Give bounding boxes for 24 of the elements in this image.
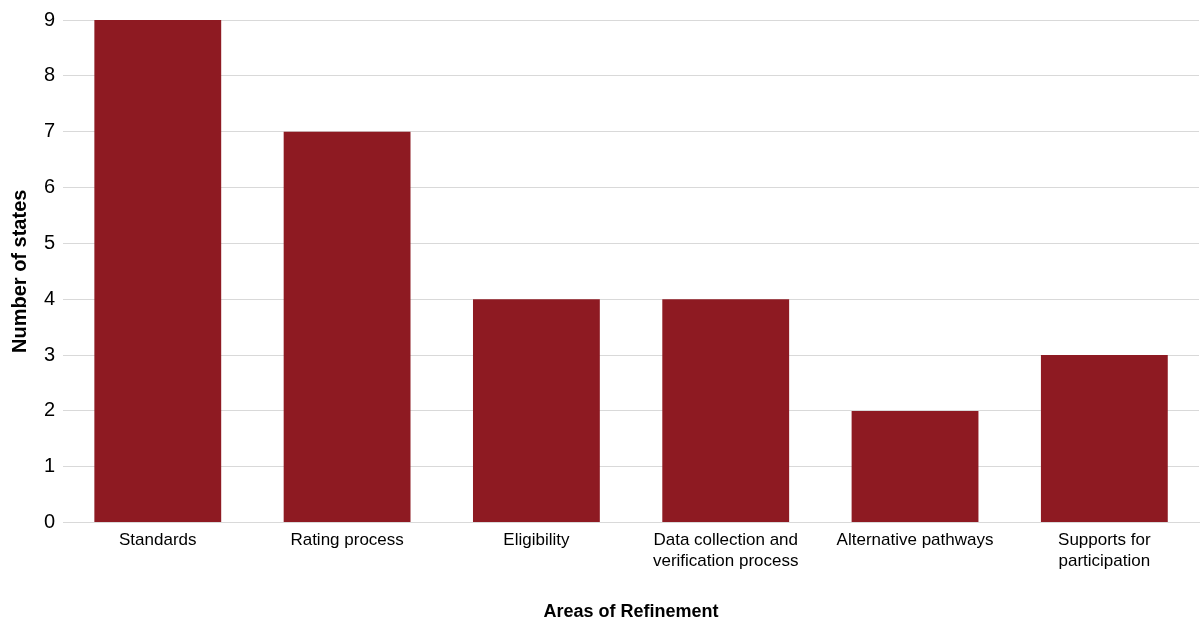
bar (283, 131, 411, 523)
x-tick-label: Supports for participation (1058, 530, 1151, 570)
bar (94, 20, 222, 523)
y-tick-label: 6 (44, 175, 56, 198)
y-tick-label: 3 (44, 342, 56, 365)
bar (851, 410, 979, 523)
bar (472, 299, 600, 523)
x-tick-label: Data collection and verification process (652, 530, 799, 570)
y-tick-label: 4 (44, 286, 56, 309)
y-axis-title: Number of states (7, 189, 30, 353)
x-tick-label: Standards (119, 530, 197, 550)
bar (662, 299, 790, 523)
x-axis-title: Areas of Refinement (543, 601, 719, 622)
y-tick-label: 2 (44, 398, 56, 421)
bar (1040, 355, 1168, 523)
x-tick-label: Alternative pathways (836, 530, 994, 550)
x-tick-label: Eligibility (503, 530, 570, 550)
y-tick-label: 8 (44, 63, 56, 86)
y-tick-label: 0 (44, 510, 56, 533)
y-tick-label: 9 (44, 7, 56, 30)
x-tick-label: Rating process (290, 530, 404, 550)
y-tick-label: 1 (44, 454, 56, 477)
y-tick-label: 5 (44, 230, 56, 253)
y-tick-label: 7 (44, 119, 56, 142)
